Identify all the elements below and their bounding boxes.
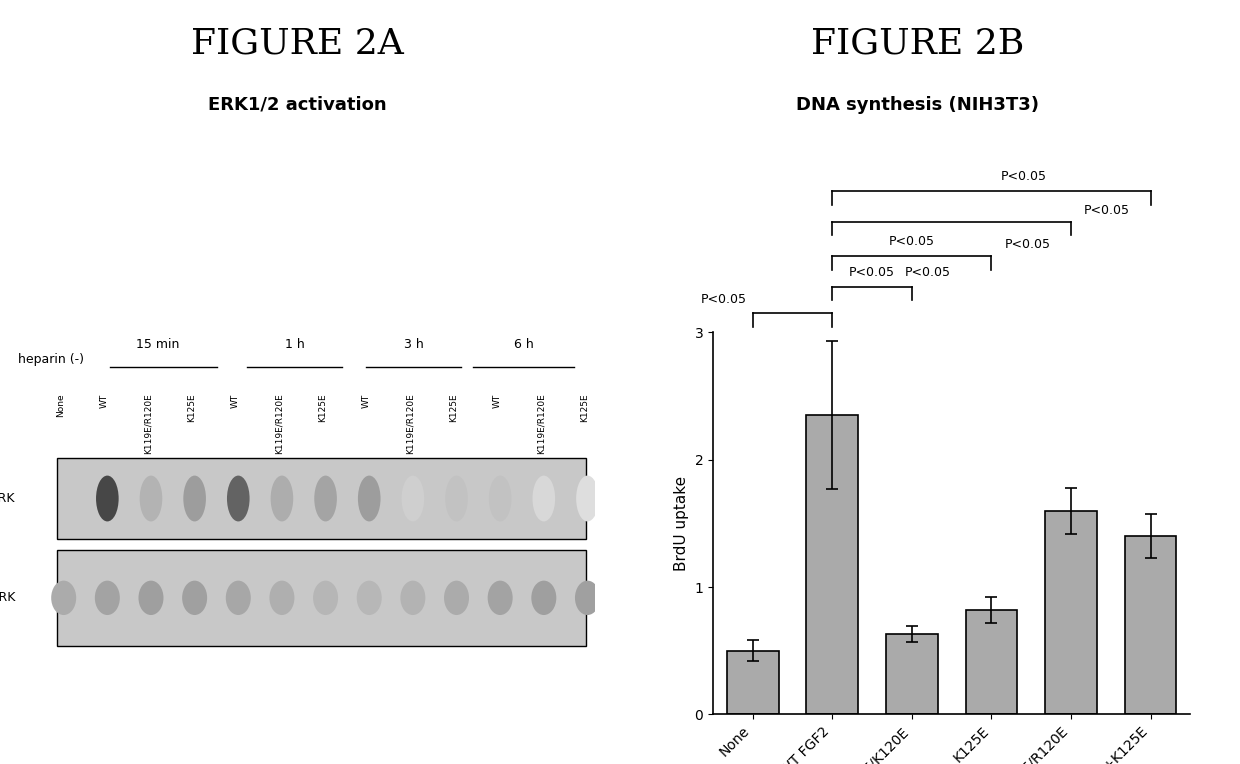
Text: 15 min: 15 min bbox=[136, 338, 180, 351]
Bar bbox=[1045, 510, 1097, 714]
Ellipse shape bbox=[312, 581, 339, 615]
Bar bbox=[966, 610, 1017, 714]
Text: total ERK: total ERK bbox=[0, 591, 15, 604]
Ellipse shape bbox=[139, 581, 164, 615]
Ellipse shape bbox=[51, 581, 76, 615]
Text: ph ERK: ph ERK bbox=[0, 492, 15, 505]
Text: K119E/R120E: K119E/R120E bbox=[275, 393, 284, 455]
Text: WT: WT bbox=[231, 393, 241, 408]
Ellipse shape bbox=[444, 581, 469, 615]
Text: P<0.05: P<0.05 bbox=[1001, 170, 1047, 183]
Text: WT: WT bbox=[494, 393, 502, 408]
Ellipse shape bbox=[226, 581, 250, 615]
Ellipse shape bbox=[358, 475, 381, 521]
Text: 6 h: 6 h bbox=[513, 338, 533, 351]
Ellipse shape bbox=[577, 475, 599, 521]
Bar bbox=[887, 634, 937, 714]
Ellipse shape bbox=[531, 581, 557, 615]
Text: K125E: K125E bbox=[187, 393, 196, 422]
Ellipse shape bbox=[270, 475, 293, 521]
Ellipse shape bbox=[227, 475, 249, 521]
Ellipse shape bbox=[401, 581, 425, 615]
Ellipse shape bbox=[184, 475, 206, 521]
Ellipse shape bbox=[357, 581, 382, 615]
Text: P<0.05: P<0.05 bbox=[904, 266, 950, 279]
Ellipse shape bbox=[402, 475, 424, 521]
Text: ERK1/2 activation: ERK1/2 activation bbox=[208, 96, 387, 114]
Ellipse shape bbox=[182, 581, 207, 615]
Bar bbox=[806, 415, 858, 714]
Text: P<0.05: P<0.05 bbox=[701, 293, 746, 306]
Ellipse shape bbox=[94, 581, 120, 615]
Ellipse shape bbox=[489, 475, 511, 521]
Text: K119E/R120E: K119E/R120E bbox=[405, 393, 414, 455]
Bar bbox=[1125, 536, 1177, 714]
Text: P<0.05: P<0.05 bbox=[889, 235, 935, 248]
Text: 3 h: 3 h bbox=[404, 338, 424, 351]
Text: P<0.05: P<0.05 bbox=[1084, 204, 1130, 217]
Ellipse shape bbox=[314, 475, 337, 521]
Ellipse shape bbox=[532, 475, 556, 521]
Text: FIGURE 2A: FIGURE 2A bbox=[191, 27, 404, 61]
Text: WT: WT bbox=[100, 393, 109, 408]
Text: None: None bbox=[57, 393, 66, 417]
Text: WT: WT bbox=[362, 393, 371, 408]
Ellipse shape bbox=[487, 581, 512, 615]
Text: DNA synthesis (NIH3T3): DNA synthesis (NIH3T3) bbox=[796, 96, 1039, 114]
Bar bbox=[727, 651, 779, 714]
Ellipse shape bbox=[140, 475, 162, 521]
Text: K119E/R120E: K119E/R120E bbox=[537, 393, 546, 455]
Bar bbox=[57, 550, 587, 646]
Text: heparin (-): heparin (-) bbox=[17, 352, 84, 366]
Text: P<0.05: P<0.05 bbox=[1004, 238, 1050, 251]
Text: FIGURE 2B: FIGURE 2B bbox=[811, 27, 1024, 61]
Text: K125E: K125E bbox=[319, 393, 327, 422]
Text: K125E: K125E bbox=[449, 393, 459, 422]
Bar bbox=[57, 458, 587, 539]
Text: K125E: K125E bbox=[580, 393, 589, 422]
Ellipse shape bbox=[445, 475, 467, 521]
Y-axis label: BrdU uptake: BrdU uptake bbox=[673, 476, 689, 571]
Ellipse shape bbox=[95, 475, 119, 521]
Text: K119E/R120E: K119E/R120E bbox=[144, 393, 153, 455]
Ellipse shape bbox=[269, 581, 294, 615]
Ellipse shape bbox=[575, 581, 600, 615]
Text: P<0.05: P<0.05 bbox=[849, 266, 895, 279]
Text: 1 h: 1 h bbox=[285, 338, 305, 351]
